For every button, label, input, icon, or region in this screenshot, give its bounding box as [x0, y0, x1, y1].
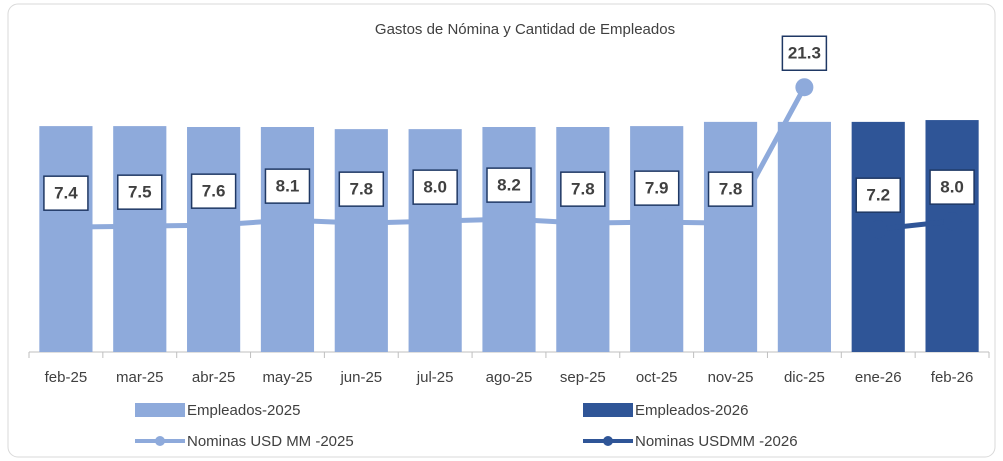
- data-label-box: [338, 171, 385, 207]
- x-tick-label: sep-25: [560, 369, 606, 386]
- data-label: 8.1: [276, 177, 300, 196]
- bar: [630, 126, 684, 352]
- data-label-box: [707, 171, 754, 207]
- point: [721, 214, 740, 233]
- data-label-box: [43, 175, 89, 211]
- data-label: 8.0: [940, 178, 964, 197]
- x-tick-label: oct-25: [636, 369, 678, 386]
- x-tick-label: ago-25: [486, 369, 533, 386]
- bar: [39, 126, 93, 352]
- data-label: 8.2: [497, 176, 521, 195]
- point: [204, 216, 223, 235]
- data-label: 7.2: [866, 186, 890, 205]
- x-tick-label: feb-26: [931, 369, 974, 386]
- data-label-box: [117, 174, 163, 210]
- data-label-box: [633, 170, 680, 206]
- x-tick-label: mar-25: [116, 369, 164, 386]
- bar: [777, 121, 831, 352]
- data-label-box: [560, 171, 606, 207]
- data-label-box: [190, 173, 237, 209]
- line: [877, 218, 953, 232]
- data-label: 7.9: [645, 179, 669, 198]
- legend-label: Nominas USDMM -2026: [635, 433, 798, 450]
- bar: [260, 127, 315, 352]
- bar: [334, 129, 388, 352]
- legend-label: Nominas USD MM -2025: [187, 433, 354, 450]
- data-label-box: [412, 169, 458, 205]
- bar: [408, 129, 462, 352]
- data-label: 7.8: [571, 180, 595, 199]
- point: [352, 214, 371, 233]
- x-tick-label: abr-25: [192, 369, 235, 386]
- data-label: 7.8: [719, 180, 743, 199]
- point: [573, 214, 592, 233]
- legend-swatch: [583, 403, 633, 417]
- point: [647, 213, 666, 232]
- bar: [113, 126, 167, 352]
- data-label-box: [486, 167, 532, 203]
- x-tick-label: ene-26: [855, 369, 902, 386]
- data-label: 7.5: [128, 183, 152, 202]
- legend-label: Empleados-2025: [187, 402, 300, 419]
- x-tick-label: feb-25: [45, 369, 88, 386]
- point: [795, 78, 814, 97]
- x-tick-label: jul-25: [416, 369, 454, 386]
- point: [943, 212, 962, 231]
- point: [426, 212, 445, 231]
- bar: [703, 121, 758, 352]
- data-label-box: [264, 168, 311, 204]
- data-label: 7.8: [349, 180, 373, 199]
- bar: [925, 120, 979, 353]
- legend-swatch: [155, 436, 165, 446]
- data-label-box: [855, 177, 901, 213]
- x-tick-label: nov-25: [708, 369, 754, 386]
- point: [869, 220, 888, 239]
- data-label-box: [929, 169, 975, 205]
- data-label: 8.0: [423, 178, 447, 197]
- data-label: 21.3: [788, 44, 821, 63]
- bar: [556, 127, 610, 352]
- legend-swatch: [603, 436, 613, 446]
- data-label-box: [781, 35, 828, 71]
- legend-swatch: [135, 403, 185, 417]
- chart-title: Gastos de Nómina y Cantidad de Empleados: [375, 21, 675, 38]
- data-label: 7.6: [202, 182, 226, 201]
- point: [130, 217, 149, 236]
- point: [500, 210, 518, 229]
- legend-label: Empleados-2026: [635, 402, 748, 419]
- point: [56, 218, 75, 237]
- x-tick-label: dic-25: [784, 369, 825, 386]
- x-tick-label: jun-25: [339, 369, 382, 386]
- x-tick-label: may-25: [262, 369, 312, 386]
- data-label: 7.4: [54, 184, 78, 203]
- bar: [482, 127, 536, 352]
- point: [278, 211, 297, 230]
- bar: [187, 127, 241, 352]
